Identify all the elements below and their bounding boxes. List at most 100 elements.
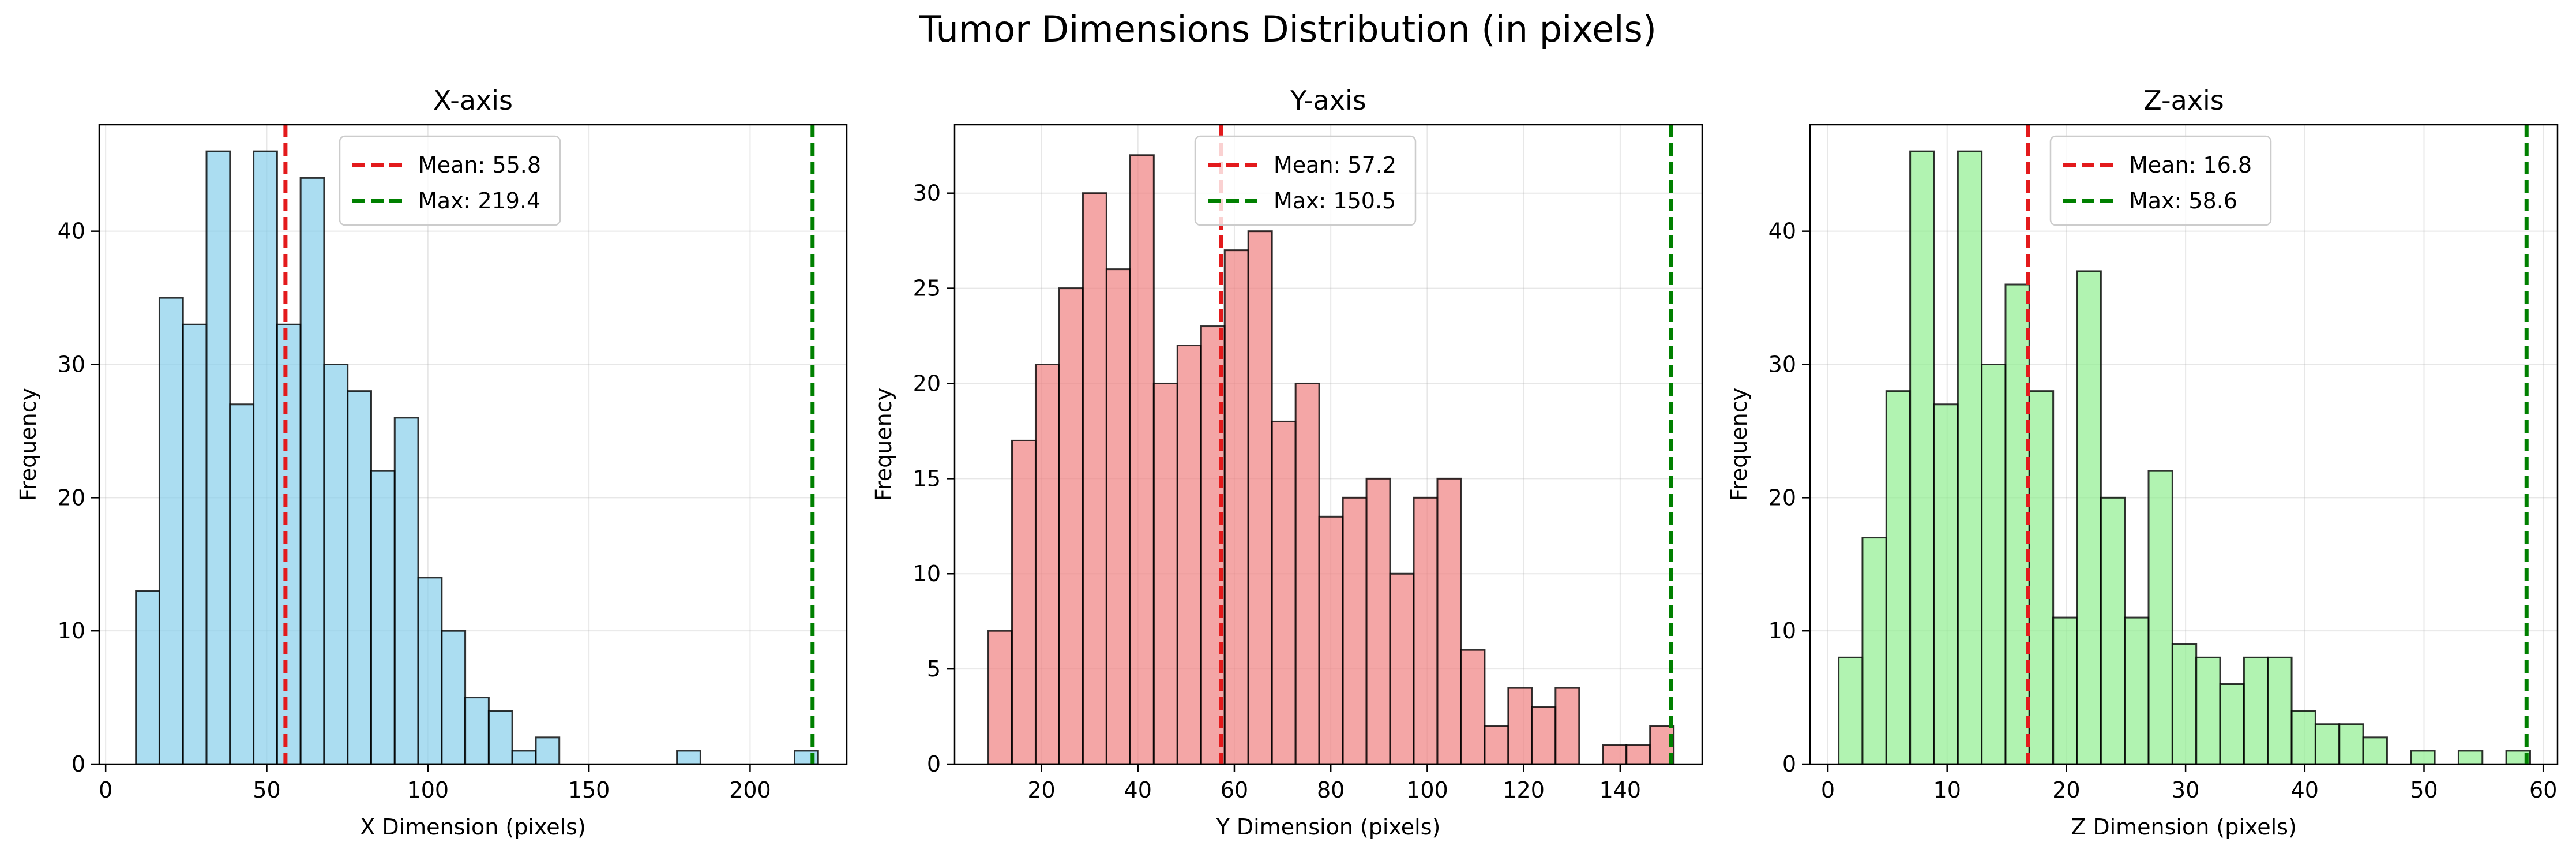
histogram-bar xyxy=(276,323,302,765)
y-tick-label: 25 xyxy=(913,276,941,301)
histogram-bar xyxy=(370,470,396,765)
histogram-bar xyxy=(1861,537,1887,765)
histogram-bar xyxy=(1909,150,1935,765)
x-tick-label: 140 xyxy=(1599,777,1642,803)
x-tick-label: 100 xyxy=(407,777,449,803)
x-tick-label: 80 xyxy=(1317,777,1345,803)
legend-label: Mean: 55.8 xyxy=(418,152,541,178)
legend-label: Mean: 57.2 xyxy=(1274,152,1396,178)
histogram-bar xyxy=(1554,687,1580,765)
histogram-bar xyxy=(299,177,325,765)
figure-title: Tumor Dimensions Distribution (in pixels… xyxy=(919,8,1657,50)
x-tick-label: 40 xyxy=(2291,777,2319,803)
histogram-bar xyxy=(323,364,349,765)
histogram-bar xyxy=(2219,683,2245,765)
histogram-bar xyxy=(1389,572,1415,765)
histogram-bar xyxy=(535,736,561,765)
histogram-bar xyxy=(1058,287,1084,765)
histogram-bar xyxy=(1957,150,1983,765)
y-tick-label: 30 xyxy=(1768,352,1796,377)
histogram-bar xyxy=(1129,154,1155,765)
histogram-bar xyxy=(2052,616,2078,765)
histogram-bar xyxy=(1484,725,1509,765)
histogram-bar xyxy=(347,390,372,765)
histogram-bar xyxy=(2410,750,2436,765)
histogram-bar xyxy=(135,590,160,765)
histogram-bar xyxy=(1838,656,1864,765)
chart-panel-3: 0 10 20 30 40 50 60 0 10 20 30 40 Z-axis Z Dimension … xyxy=(1726,85,2559,840)
histogram-bar xyxy=(253,150,278,765)
y-tick-label: 10 xyxy=(913,561,941,586)
chart-panel-1: 0 50 100 150 200 0 10 20 30 40 X-axis X Dimension (… xyxy=(16,85,848,840)
histogram-bar xyxy=(2338,723,2364,765)
y-tick-label: 10 xyxy=(58,618,85,643)
y-tick-label: 15 xyxy=(913,466,941,491)
x-tick-label: 50 xyxy=(253,777,280,803)
chart-title: X-axis xyxy=(433,85,513,116)
y-tick-label: 0 xyxy=(1782,751,1796,777)
x-axis-label: Z Dimension (pixels) xyxy=(2071,814,2297,840)
x-tick-label: 100 xyxy=(1406,777,1448,803)
chart-title: Z-axis xyxy=(2143,85,2224,116)
x-axis-label: X Dimension (pixels) xyxy=(360,814,586,840)
histogram-bar xyxy=(2100,496,2126,765)
legend: Mean: 55.8 Max: 219.4 xyxy=(339,135,561,226)
x-tick-label: 40 xyxy=(1124,777,1152,803)
histogram-bar xyxy=(676,750,701,765)
histogram-bar xyxy=(158,297,184,765)
y-tick-label: 0 xyxy=(927,751,941,777)
histogram-bar xyxy=(205,150,231,765)
x-tick-label: 120 xyxy=(1503,777,1545,803)
histogram-bar xyxy=(2314,723,2341,765)
y-tick-label: 5 xyxy=(927,656,941,682)
chart-title: Y-axis xyxy=(1290,85,1366,116)
histogram-bar xyxy=(1602,744,1628,765)
histogram-bar xyxy=(2076,270,2102,765)
histogram-bar xyxy=(487,710,513,765)
histogram-bar xyxy=(987,630,1013,765)
x-tick-label: 0 xyxy=(1821,777,1835,803)
histogram-bar xyxy=(2028,390,2055,765)
legend-label: Max: 150.5 xyxy=(1274,188,1396,214)
x-tick-label: 20 xyxy=(2052,777,2080,803)
histogram-bar xyxy=(2124,616,2150,765)
chart-panel-2: 20 40 60 80 100 120 140 0 5 10 15 20 25 30 Y-axis Y Dim… xyxy=(871,85,1703,840)
histogram-bar xyxy=(441,630,467,765)
y-tick-label: 0 xyxy=(72,751,85,777)
histogram-bar xyxy=(1933,403,1959,765)
histogram-bar xyxy=(182,323,208,765)
legend-label: Max: 219.4 xyxy=(418,188,540,214)
histogram-bar xyxy=(229,403,255,765)
y-tick-label: 20 xyxy=(913,371,941,396)
x-tick-label: 150 xyxy=(568,777,610,803)
x-tick-label: 10 xyxy=(1933,777,1961,803)
legend-label: Mean: 16.8 xyxy=(2129,152,2252,178)
histogram-bar xyxy=(1082,192,1107,765)
histogram-bar xyxy=(417,577,443,765)
histogram-bar xyxy=(1176,345,1202,765)
histogram-bar xyxy=(2171,643,2198,765)
histogram-bar xyxy=(464,697,490,765)
y-tick-label: 30 xyxy=(58,352,85,377)
histogram-bar xyxy=(1034,364,1060,765)
x-tick-label: 50 xyxy=(2410,777,2438,803)
histogram-bar xyxy=(1105,268,1131,765)
histogram-bar xyxy=(1247,230,1273,765)
histogram-bar xyxy=(393,417,419,765)
histogram-bar xyxy=(1507,687,1533,765)
y-tick-label: 40 xyxy=(58,219,85,244)
histogram-bar xyxy=(1625,744,1651,765)
x-tick-label: 60 xyxy=(1221,777,1248,803)
histogram-bar xyxy=(1271,420,1297,765)
histogram-bar xyxy=(1981,364,2007,765)
histogram-bar xyxy=(1413,496,1439,765)
histogram-bar xyxy=(2457,750,2484,765)
axes-frame xyxy=(1809,124,2559,765)
histogram-bar xyxy=(1436,477,1462,765)
histogram-bar xyxy=(2243,656,2269,765)
x-tick-label: 60 xyxy=(2529,777,2557,803)
histogram-bar xyxy=(2004,283,2030,765)
y-axis-label: Frequency xyxy=(871,388,896,501)
histogram-bar xyxy=(1152,382,1178,765)
